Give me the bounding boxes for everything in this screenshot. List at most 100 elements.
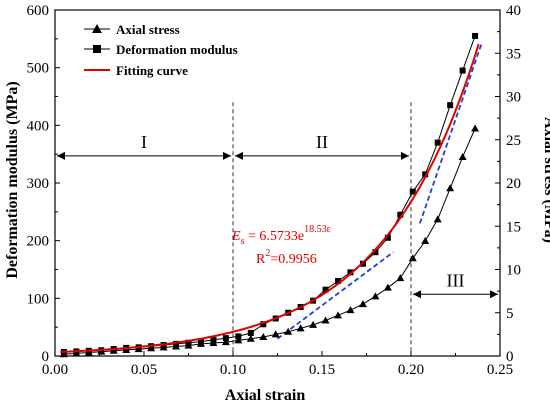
- region-arrowhead-right: [401, 151, 409, 160]
- axial-stress-point: [321, 316, 330, 324]
- x-tick-label: 0.15: [309, 362, 335, 378]
- axial-stress-point: [346, 306, 355, 314]
- legend-label: Deformation modulus: [116, 42, 238, 57]
- x-tick-label: 0.05: [131, 362, 157, 378]
- deformation-modulus-point: [422, 171, 429, 178]
- deformation-modulus-point: [447, 102, 454, 109]
- deformation-modulus-point: [247, 329, 254, 336]
- y-right-tick-label: 5: [506, 306, 514, 322]
- axial-stress-point: [246, 334, 255, 342]
- deformation-modulus-point: [185, 339, 192, 346]
- deformation-modulus-point: [472, 32, 479, 39]
- axial-stress-point: [421, 236, 430, 244]
- y-right-tick-label: 30: [506, 90, 521, 106]
- axial-stress-point: [396, 274, 405, 282]
- region-arrowhead-right: [223, 151, 231, 160]
- deformation-modulus-point: [397, 211, 404, 218]
- deformation-modulus-point: [235, 333, 242, 340]
- fitting-curve-line: [60, 43, 480, 353]
- x-tick-label: 0.25: [487, 362, 513, 378]
- x-tick-label: 0.20: [398, 362, 424, 378]
- axial-stress-point: [284, 327, 293, 335]
- y-right-tick-label: 10: [506, 263, 521, 279]
- y-right-tick-label: 25: [506, 133, 521, 149]
- legend: Axial stress Deformation modulus Fitting…: [84, 22, 238, 78]
- axial-stress-point: [383, 283, 392, 291]
- x-axis-title: Axial strain: [225, 387, 306, 403]
- fit-equation-exponent: 18.53ε: [304, 224, 331, 235]
- y-left-tick-label: 600: [27, 3, 50, 19]
- legend-item-axial-stress: Axial stress: [84, 22, 180, 37]
- x-tick-label: 0.00: [42, 362, 68, 378]
- deformation-modulus-point: [409, 188, 416, 195]
- axial-stress-point: [234, 336, 243, 344]
- legend-item-fitting-curve: Fitting curve: [84, 63, 188, 78]
- axial-stress-point: [446, 184, 455, 192]
- fit-equation: Es = 6.5733e18.53ε R2=0.9956: [231, 224, 331, 267]
- axial-stress-point: [296, 324, 305, 332]
- y-right-tick-label: 15: [506, 219, 521, 235]
- deformation-modulus-point: [197, 338, 204, 345]
- deformation-modulus-point: [347, 269, 354, 276]
- fit-equation-line-1: Es = 6.5733e18.53ε: [231, 224, 331, 247]
- y-left-tick-label: 500: [27, 61, 50, 77]
- deformation-modulus-point: [434, 139, 441, 146]
- y-right-tick-label: 35: [506, 46, 521, 62]
- axial-stress-point: [358, 300, 367, 308]
- tangent-line: [419, 41, 484, 224]
- axial-stress-point: [309, 320, 318, 328]
- axial-stress-point: [259, 332, 268, 340]
- region-arrowhead-left: [235, 151, 243, 160]
- fit-r2-value: =0.9956: [270, 252, 316, 267]
- fit-equation-line-2: R2=0.9956: [256, 248, 317, 267]
- tangent-line: [276, 251, 394, 340]
- axial-stress-point: [271, 330, 280, 338]
- region-arrowhead-right: [490, 290, 498, 299]
- y-left-tick-label: 200: [27, 234, 50, 250]
- axial-stress-point: [334, 311, 343, 319]
- fit-r2-exponent: 2: [265, 248, 270, 259]
- deformation-modulus-point: [322, 286, 329, 293]
- y-left-axis-title: Deformation modulus (MPa): [4, 81, 21, 278]
- axial-stress-point: [221, 338, 230, 346]
- y-right-tick-label: 0: [506, 349, 514, 365]
- region-label: III: [447, 270, 465, 290]
- deformation-modulus-point: [222, 335, 229, 342]
- axial-stress-point: [458, 153, 467, 161]
- y-left-tick-label: 0: [42, 349, 50, 365]
- deformation-modulus-point: [260, 321, 267, 328]
- fit-equation-rhs: = 6.5733e: [244, 229, 304, 244]
- y-right-tick-label: 20: [506, 176, 521, 192]
- deformation-modulus-point: [210, 336, 217, 343]
- fit-equation-subscript: s: [241, 236, 245, 247]
- x-tick-label: 0.10: [220, 362, 246, 378]
- y-left-tick-label: 100: [27, 291, 50, 307]
- y-right-axis-title: Axial stress (MPa): [541, 117, 550, 243]
- fit-r2-prefix: R: [256, 252, 266, 267]
- axial-stress-point: [471, 124, 480, 132]
- stage-dividers: [232, 102, 412, 356]
- axes: 0.00 0.05 0.10 0.15 0.20 0.250100200300400500…: [27, 3, 522, 378]
- deformation-modulus-point: [384, 234, 391, 241]
- legend-square-marker: [93, 45, 101, 53]
- axial-stress-line: [63, 128, 476, 355]
- y-right-tick-label: 40: [506, 3, 521, 19]
- axial-stress-point: [371, 292, 380, 300]
- y-left-tick-label: 400: [27, 118, 50, 134]
- y-left-tick-label: 300: [27, 176, 50, 192]
- tangent-lines: [276, 41, 484, 340]
- axial-stress-point: [433, 215, 442, 223]
- legend-label: Fitting curve: [116, 63, 188, 78]
- deformation-modulus-point: [173, 340, 180, 347]
- deformation-modulus-point: [335, 278, 342, 285]
- region-label: I: [141, 132, 147, 152]
- axial-stress-point: [408, 254, 417, 262]
- fit-equation-lhs: E: [231, 229, 241, 244]
- fitting-curve: [60, 43, 480, 353]
- legend-item-deformation-modulus: Deformation modulus: [84, 42, 238, 57]
- region-arrowhead-left: [413, 290, 421, 299]
- legend-triangle-marker: [92, 24, 102, 33]
